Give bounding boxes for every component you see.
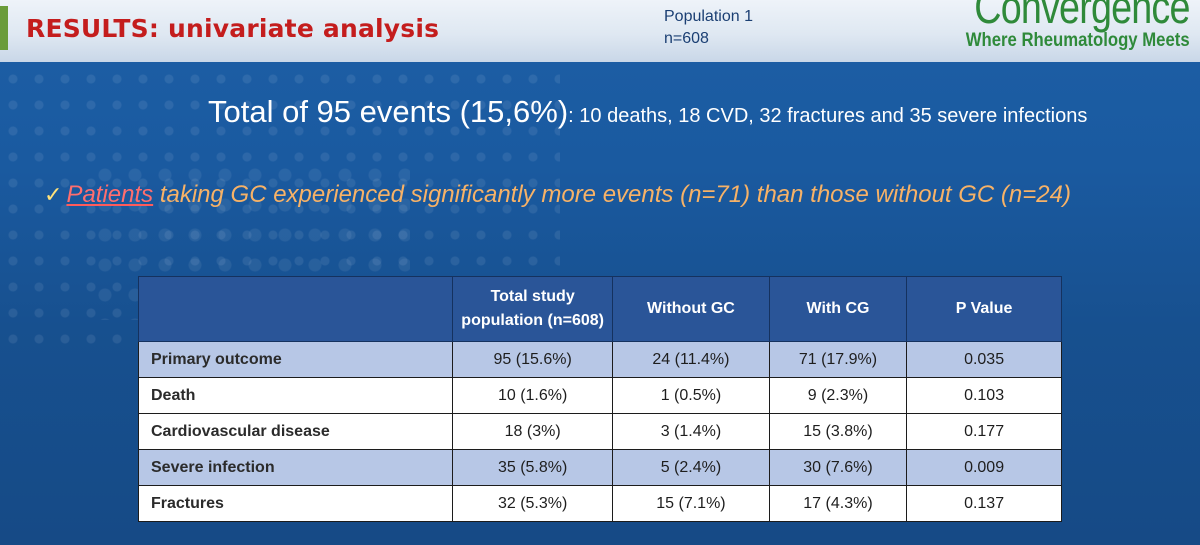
cell-with-cg: 30 (7.6%) [768,449,908,486]
header-cell-without-gc: Without GC [612,276,770,342]
cell-with-cg: 71 (17.9%) [768,341,908,378]
key-finding: ✓ Patients taking GC experienced signific… [44,181,1071,209]
checkmark-icon: ✓ [44,182,63,207]
cell-with-cg: 9 (2.3%) [768,377,908,414]
cell-with-cg: 17 (4.3%) [768,485,908,522]
cell-without-gc: 1 (0.5%) [612,377,770,414]
table-row: Fractures 32 (5.3%) 15 (7.1%) 17 (4.3%) … [137,485,1062,522]
slide-title: RESULTS: univariate analysis [26,14,440,43]
events-total: Total of 95 events (15,6%) [208,94,569,129]
table-row: Cardiovascular disease 18 (3%) 3 (1.4%) … [137,413,1062,450]
row-label: Primary outcome [137,341,454,378]
header-accent [0,6,8,50]
cell-without-gc: 5 (2.4%) [612,449,770,486]
convergence-logo: Convergence Where Rheumatology Meets [927,0,1191,52]
population-count: n=608 [664,30,709,47]
cell-without-gc: 24 (11.4%) [612,341,770,378]
cell-total: 10 (1.6%) [452,377,614,414]
cell-p-value: 0.137 [906,485,1062,522]
cell-with-cg: 15 (3.8%) [768,413,908,450]
header-cell-outcome [137,276,454,342]
row-label: Death [137,377,454,414]
cell-p-value: 0.009 [906,449,1062,486]
events-breakdown: : 10 deaths, 18 CVD, 32 fractures and 35… [568,105,1088,127]
row-label: Severe infection [137,449,454,486]
cell-total: 35 (5.8%) [452,449,614,486]
table-header-row: Total study population (n=608) Without G… [137,276,1062,342]
cell-p-value: 0.035 [906,341,1062,378]
cell-total: 32 (5.3%) [452,485,614,522]
population-info: Population 1 n=608 [664,6,753,50]
key-finding-text: taking GC experienced significantly more… [153,181,1071,208]
logo-wordmark: Convergence [974,0,1191,33]
population-label: Population 1 [664,8,753,25]
key-finding-highlight: Patients [66,181,154,208]
row-label: Fractures [137,485,454,522]
row-label: Cardiovascular disease [137,413,454,450]
table-row: Severe infection 35 (5.8%) 5 (2.4%) 30 (… [137,449,1062,486]
cell-total: 95 (15.6%) [452,341,614,378]
header-cell-p-value: P Value [906,276,1062,342]
cell-without-gc: 15 (7.1%) [612,485,770,522]
table-row: Death 10 (1.6%) 1 (0.5%) 9 (2.3%) 0.103 [137,377,1062,414]
cell-without-gc: 3 (1.4%) [612,413,770,450]
cell-p-value: 0.177 [906,413,1062,450]
logo-tagline: Where Rheumatology Meets [966,30,1190,51]
events-headline: Total of 95 events (15,6%): 10 deaths, 1… [208,94,1087,130]
table-row: Primary outcome 95 (15.6%) 24 (11.4%) 71… [137,341,1062,378]
results-table: Total study population (n=608) Without G… [137,276,1062,522]
cell-p-value: 0.103 [906,377,1062,414]
header-cell-total: Total study population (n=608) [452,276,614,342]
header-bar: RESULTS: univariate analysis Population … [0,0,1200,62]
header-cell-with-cg: With CG [768,276,908,342]
cell-total: 18 (3%) [452,413,614,450]
